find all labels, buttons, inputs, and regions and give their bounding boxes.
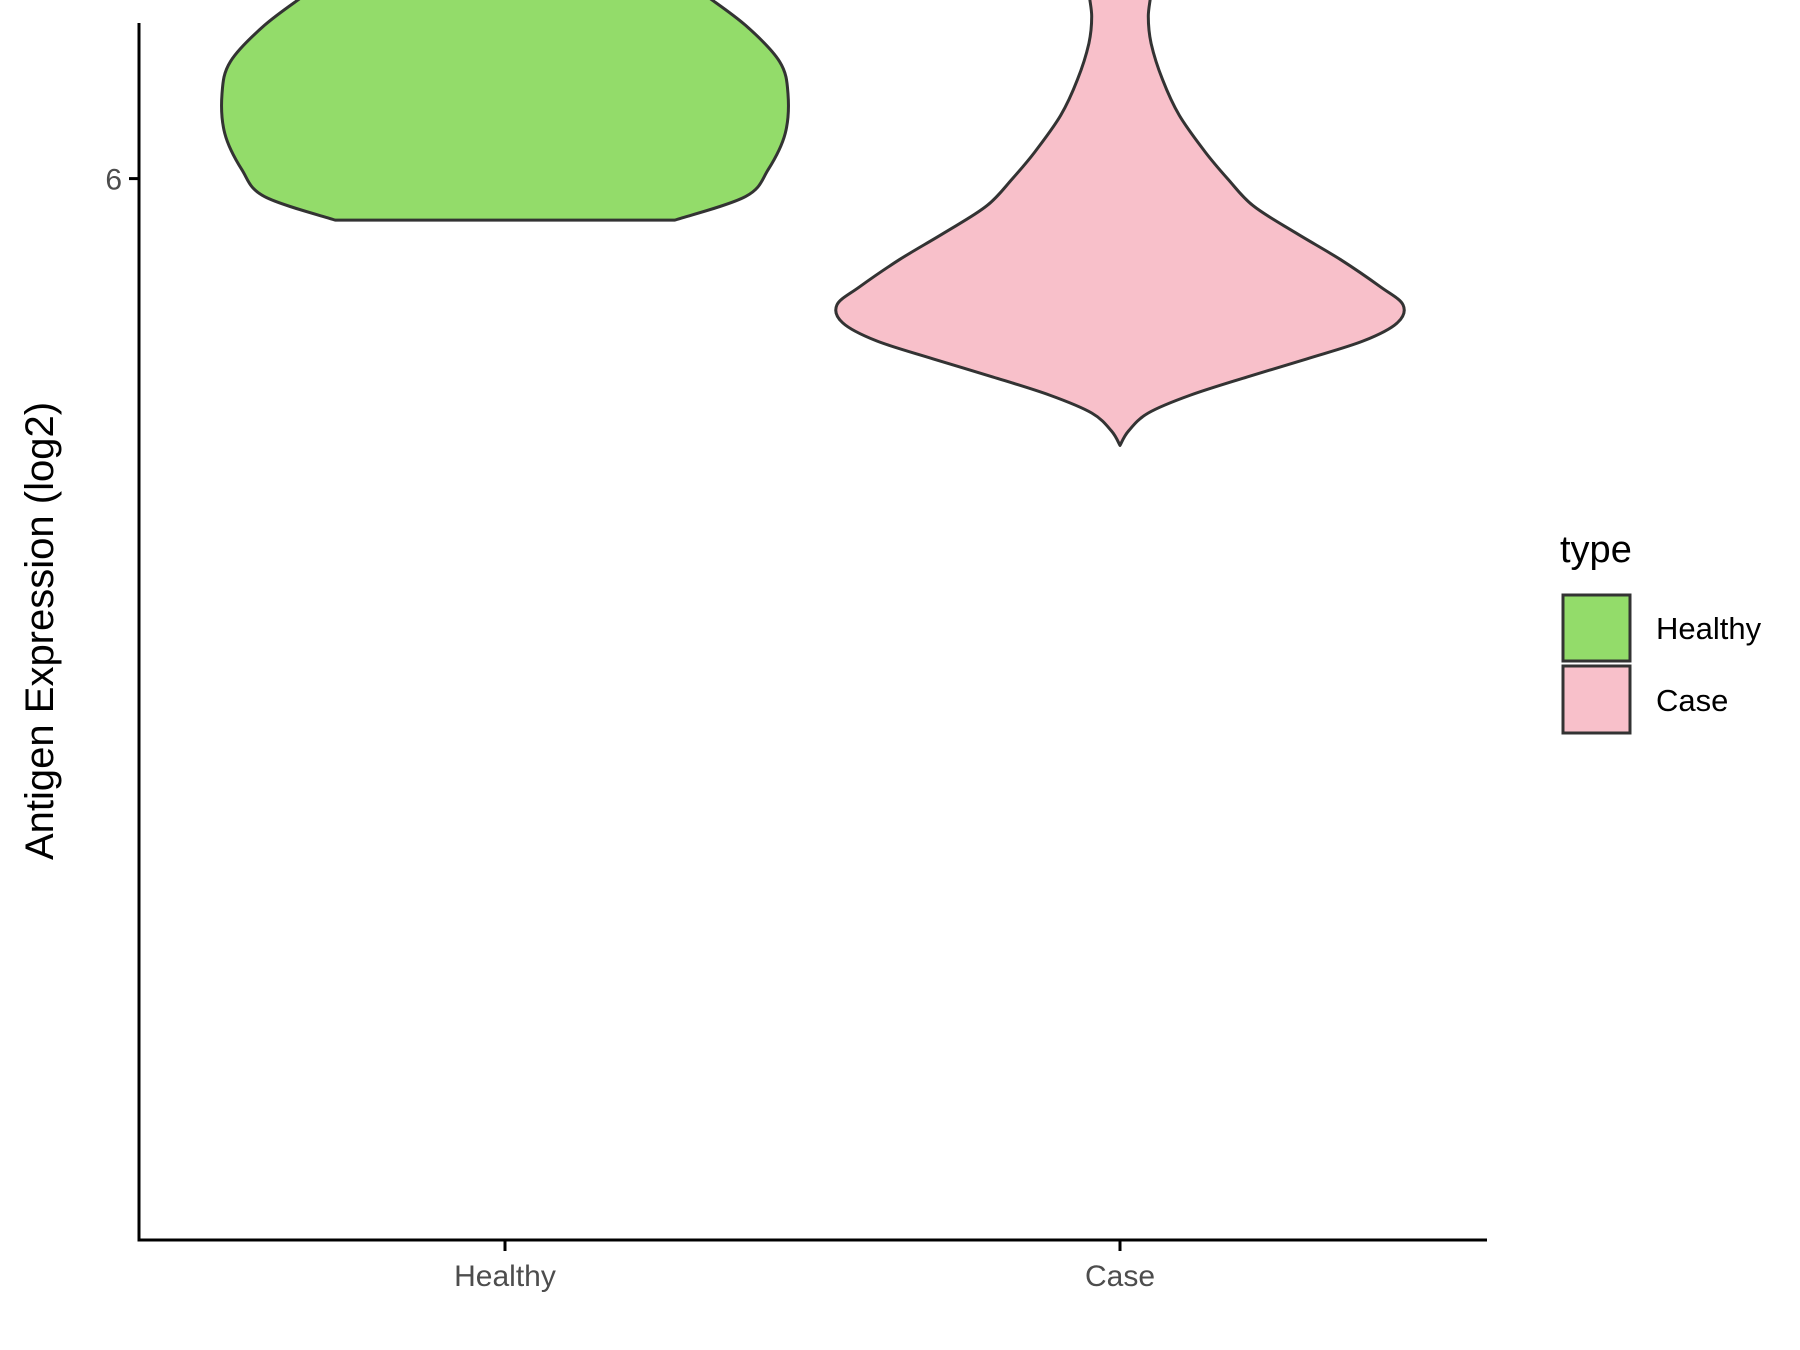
violin-healthy — [220, 0, 790, 222]
x-tick-label: Healthy — [454, 1260, 556, 1293]
legend-label-healthy: Healthy — [1656, 611, 1762, 646]
legend-key-healthy — [1561, 593, 1632, 663]
legend-label-case: Case — [1656, 683, 1728, 718]
y-axis-title: Antigen Expression (log2) — [18, 402, 62, 860]
y-ticks-group: 6810 — [105, 164, 139, 197]
y-tick-label: 6 — [105, 164, 122, 197]
legend-title: type — [1560, 529, 1632, 571]
violin-case — [834, 0, 1406, 447]
legend-key-case — [1561, 664, 1632, 735]
violins-group — [220, 0, 1406, 447]
x-tick-label: Case — [1085, 1260, 1155, 1293]
x-ticks-group: Healthy Case — [454, 1240, 1155, 1293]
legend: type Healthy Case — [1560, 529, 1762, 735]
